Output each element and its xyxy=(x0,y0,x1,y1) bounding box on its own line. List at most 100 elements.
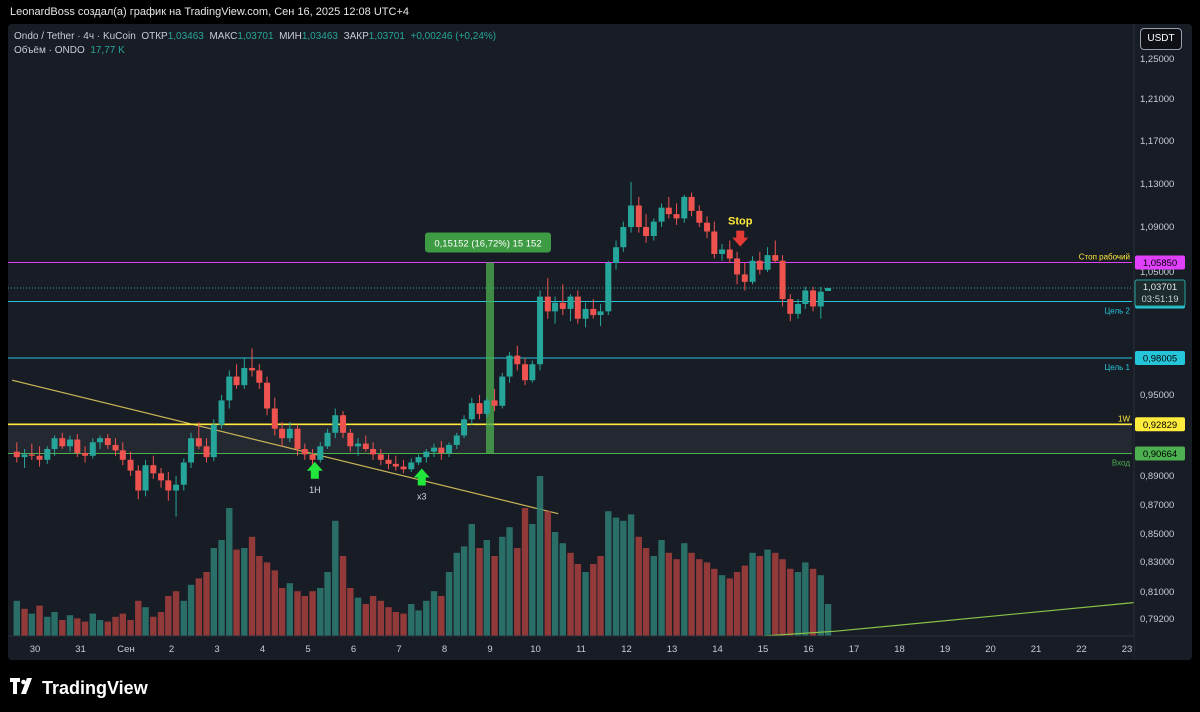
volume-bar xyxy=(703,562,711,636)
level-badge-text-0: 1,05850 xyxy=(1143,258,1177,269)
volume-bar xyxy=(135,600,142,636)
candle-body xyxy=(658,207,665,222)
candle-body xyxy=(21,454,28,458)
candle-body xyxy=(438,447,445,454)
volume-bar xyxy=(741,565,748,636)
volume-bar xyxy=(688,552,695,636)
price-chart[interactable]: Стоп рабочий Цель 2 Цель 1 1W Вход 0,15152 (1… xyxy=(8,24,1192,660)
volume-bar xyxy=(681,543,688,636)
arrow-up-icon[interactable] xyxy=(306,461,323,479)
volume-bar xyxy=(483,540,491,636)
price-axis[interactable] xyxy=(1134,24,1192,660)
measure-label-box xyxy=(425,232,551,253)
candle-body xyxy=(582,308,589,319)
candle-body xyxy=(377,454,384,460)
candle-body xyxy=(44,449,51,460)
candle-body xyxy=(605,263,612,312)
candle-body xyxy=(756,260,763,270)
open-value: 1,03463 xyxy=(167,31,204,42)
candle-body xyxy=(597,311,604,316)
candle-body xyxy=(810,290,817,307)
candle-body xyxy=(506,355,513,377)
last-price-value: 1,03701 xyxy=(1143,282,1177,293)
x-tick-label: 9 xyxy=(487,644,492,655)
volume-bar xyxy=(347,588,354,636)
candle-body xyxy=(392,463,399,467)
x-tick-label: 15 xyxy=(758,644,769,655)
candle-body xyxy=(415,457,422,463)
volume-bar xyxy=(794,572,802,636)
candle-body xyxy=(249,367,256,371)
candle-body xyxy=(74,439,81,454)
volume-bar xyxy=(271,570,278,636)
trendline[interactable] xyxy=(12,379,559,515)
candle-body xyxy=(210,424,217,458)
candle-body xyxy=(643,227,650,236)
x-tick-label: 21 xyxy=(1031,644,1042,655)
volume-bar xyxy=(460,546,468,636)
volume-bar xyxy=(544,511,551,636)
arrow-down-icon[interactable] xyxy=(732,230,749,247)
candle-body xyxy=(704,222,711,232)
volume-bar xyxy=(491,556,498,636)
level-badge-2 xyxy=(1135,351,1185,366)
volume-bar xyxy=(332,520,339,636)
volume-bar xyxy=(218,540,225,636)
symbol-name[interactable]: Ondo / Tether · 4ч · KuCoin xyxy=(14,31,136,42)
volume-bar xyxy=(44,616,51,636)
volume-bar xyxy=(438,596,445,636)
level-badge-0 xyxy=(1135,255,1185,270)
candle-body xyxy=(650,221,657,236)
volume-bar xyxy=(226,508,233,636)
candle-body xyxy=(772,255,779,261)
candle-body xyxy=(795,303,802,314)
candle-body xyxy=(567,296,574,309)
volume-bar xyxy=(400,613,407,636)
candle-body xyxy=(461,419,468,436)
y-tick-label: 1,09000 xyxy=(1140,222,1174,233)
volume-bar xyxy=(157,612,165,636)
volume-bar xyxy=(696,559,703,636)
candle-body xyxy=(446,444,453,454)
annotation-label-0: 1H xyxy=(309,485,321,495)
candle-body xyxy=(82,453,89,456)
candle-body xyxy=(203,446,210,458)
x-tick-label: 6 xyxy=(351,644,356,655)
arrow-up-icon[interactable] xyxy=(413,468,430,486)
volume-bar xyxy=(650,556,657,636)
candle-body xyxy=(559,302,566,309)
x-tick-label: 18 xyxy=(894,644,905,655)
footer-bar xyxy=(0,660,1200,712)
volume-bar xyxy=(104,621,111,636)
volume-bar xyxy=(627,514,635,636)
candle-body xyxy=(673,214,680,219)
candle-body xyxy=(195,438,202,447)
candle-body xyxy=(613,247,620,263)
volume-bar xyxy=(248,536,256,636)
tradingview-logo-icon xyxy=(10,678,36,699)
currency-button[interactable]: USDT xyxy=(1140,28,1182,50)
candle-body xyxy=(332,415,339,433)
candle-body xyxy=(635,205,642,227)
volume-bar xyxy=(514,548,521,636)
volume-bar xyxy=(172,591,180,636)
candle-body xyxy=(324,432,331,447)
high-value: 1,03701 xyxy=(237,31,274,42)
time-axis[interactable] xyxy=(8,636,1134,660)
volume-bar xyxy=(89,613,96,636)
volume-bar xyxy=(551,532,559,636)
candle-body xyxy=(491,400,498,406)
y-tick-label: 0,79200 xyxy=(1140,614,1174,625)
volume-bar xyxy=(764,549,771,636)
symbol-legend: Ondo / Tether · 4ч · KuCoin ОТКР1,03463 … xyxy=(14,30,496,58)
measure-label: 0,15152 (16,72%) 15 152 xyxy=(434,238,541,249)
chart-panel[interactable]: Стоп рабочий Цель 2 Цель 1 1W Вход 0,15152 (1… xyxy=(8,24,1192,660)
candle-body xyxy=(180,462,187,485)
candle-body xyxy=(590,308,597,316)
volume-bar xyxy=(499,536,506,636)
candle-body xyxy=(233,376,240,386)
measure-bar[interactable] xyxy=(486,262,494,454)
candle-body xyxy=(453,435,460,445)
tradingview-logo[interactable]: TradingView xyxy=(10,678,148,699)
change-value: +0,00246 (+0,24%) xyxy=(410,31,497,42)
